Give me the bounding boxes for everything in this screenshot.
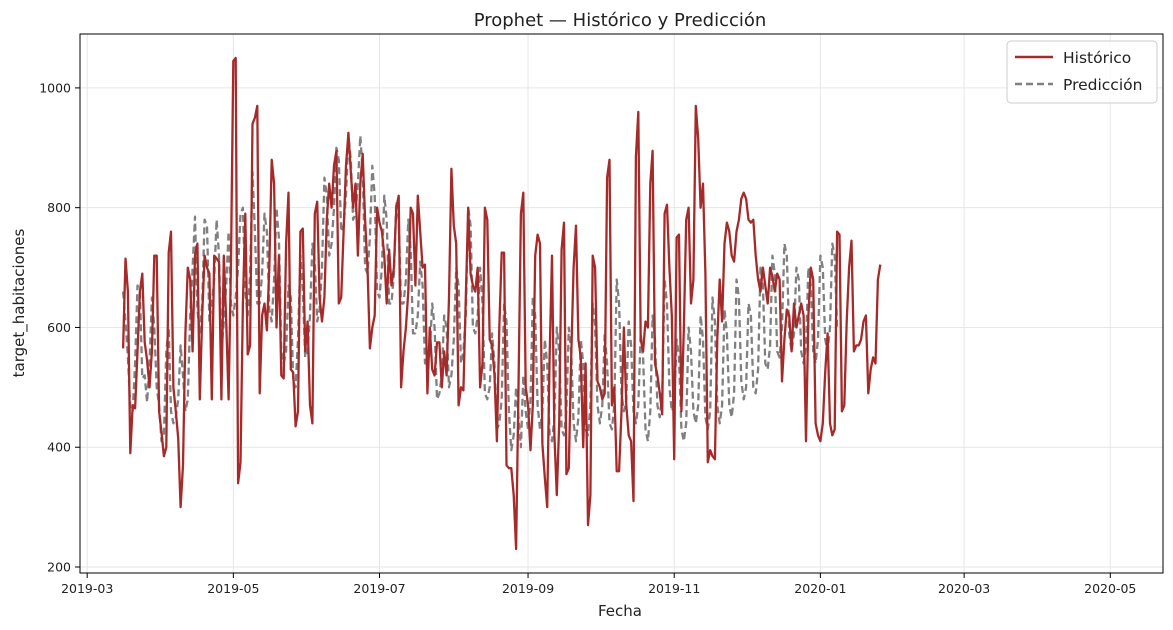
y-axis-label: target_habitaciones [10,228,29,377]
x-tick-label: 2020-03 [938,581,990,596]
y-tick-label: 1000 [39,80,71,95]
chart-title: Prophet — Histórico y Predicción [474,10,767,31]
legend-label-prediccion: Predicción [1063,76,1142,94]
x-tick-label: 2020-05 [1084,581,1136,596]
x-tick-label: 2019-11 [648,581,700,596]
x-tick-label: 2019-03 [61,581,113,596]
x-tick-label: 2019-09 [502,581,554,596]
legend-label-historico: Histórico [1063,49,1131,67]
y-tick-label: 800 [47,200,71,215]
y-tick-label: 200 [47,560,71,575]
plot-frame [79,33,1164,574]
grid [80,34,1163,573]
legend: Histórico Predicción [1006,40,1158,104]
x-tick-label: 2019-07 [353,581,405,596]
x-tick-label: 2019-05 [207,581,259,596]
y-tick-label: 400 [47,440,71,455]
y-axis: 200 400 600 800 1000 [39,80,80,575]
series-group [121,56,882,551]
y-tick-label: 600 [47,320,71,335]
x-tick-label: 2020-01 [794,581,846,596]
x-axis-label: Fecha [598,602,642,620]
x-axis: 2019-03 2019-05 2019-07 2019-09 2019-11 2020-… [61,573,1136,596]
series-line-prediccion [121,134,839,452]
series-line-historico [121,56,882,551]
